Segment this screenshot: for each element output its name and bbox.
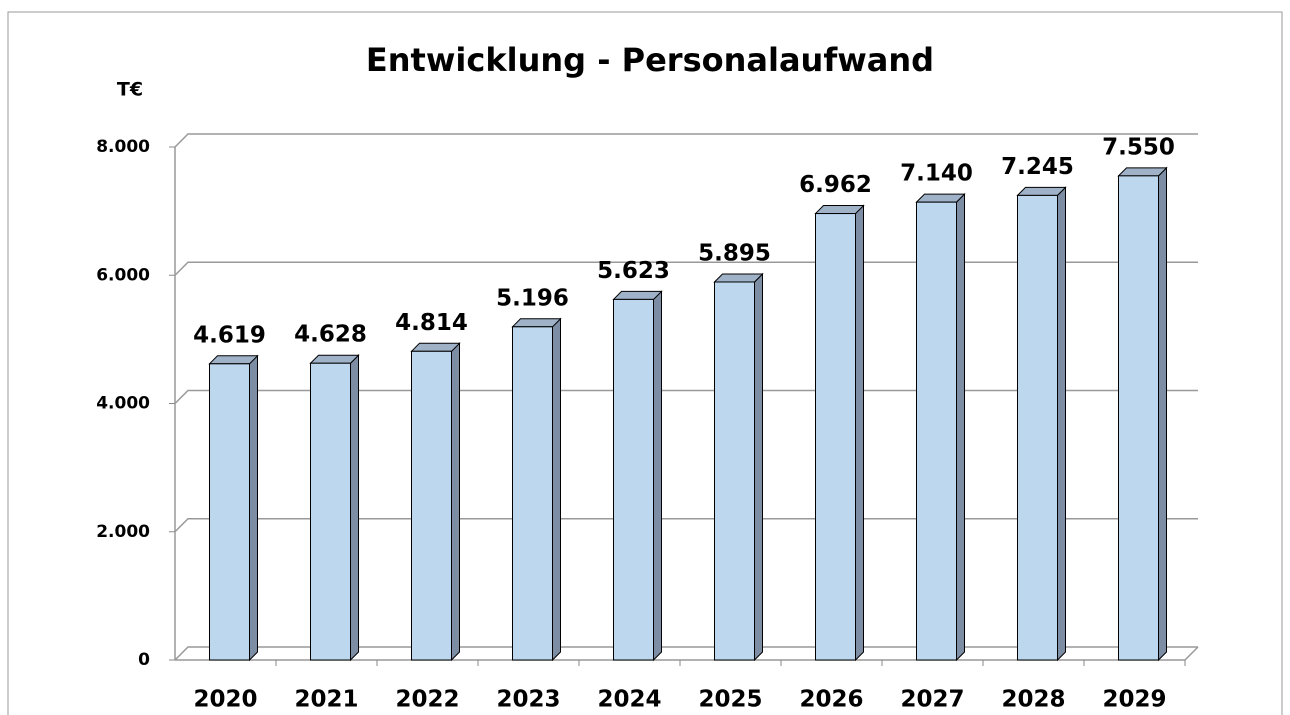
bar-side <box>653 290 662 662</box>
bar <box>411 350 452 661</box>
bar-top <box>814 205 865 215</box>
x-tick-label: 2025 <box>698 687 762 713</box>
value-label: 7.140 <box>900 161 973 187</box>
x-tick-label: 2026 <box>799 687 863 713</box>
chart-title: Entwicklung - Personalaufwand <box>366 41 934 79</box>
grid-line <box>174 133 1198 148</box>
value-label: 4.619 <box>193 322 266 348</box>
x-tick-label: 2024 <box>597 687 661 713</box>
y-tick-label: 0 <box>138 650 150 670</box>
value-label: 7.550 <box>1102 134 1175 160</box>
x-tick-label: 2021 <box>294 687 358 713</box>
bar <box>815 213 856 661</box>
x-tick-label: 2027 <box>900 687 964 713</box>
bar-top <box>1016 186 1067 196</box>
bar-top <box>309 354 360 364</box>
bar <box>310 362 351 661</box>
bar-side <box>754 272 763 662</box>
bar-top <box>915 193 966 203</box>
bar <box>1118 175 1159 661</box>
x-tick-label: 2020 <box>193 687 257 713</box>
x-tick-label: 2029 <box>1102 687 1166 713</box>
bar-side <box>855 204 864 662</box>
y-tick-label: 4.000 <box>96 394 150 414</box>
x-tick-label: 2023 <box>496 687 560 713</box>
y-tick-label: 2.000 <box>96 522 150 542</box>
value-label: 5.623 <box>597 258 670 284</box>
y-tick-label: 8.000 <box>96 137 150 157</box>
bar-top <box>208 355 259 365</box>
value-label: 4.628 <box>294 322 367 348</box>
bar-top <box>1117 167 1168 177</box>
bar <box>613 298 654 661</box>
bar-top <box>410 342 461 352</box>
x-tick-label: 2022 <box>395 687 459 713</box>
bar-side <box>249 354 258 662</box>
bar-side <box>451 342 460 662</box>
bar-top <box>612 290 663 300</box>
value-label: 5.196 <box>496 285 569 311</box>
value-label: 7.245 <box>1001 154 1074 180</box>
value-label: 4.814 <box>395 310 468 336</box>
bar-side <box>956 192 965 662</box>
y-tick-label: 6.000 <box>96 265 150 285</box>
bar <box>714 281 755 661</box>
value-label: 5.895 <box>698 240 771 266</box>
bar <box>916 201 957 661</box>
bar-side <box>350 354 359 662</box>
bar <box>209 363 250 661</box>
bar-top <box>713 273 764 283</box>
value-label: 6.962 <box>799 172 872 198</box>
chart-frame <box>7 11 1283 715</box>
bar-top <box>511 318 562 328</box>
bar-side <box>552 317 561 662</box>
x-tick-label: 2028 <box>1001 687 1065 713</box>
bar-side <box>1158 166 1167 662</box>
bar <box>512 326 553 661</box>
y-axis-label: T€ <box>117 79 143 101</box>
bar <box>1017 194 1058 661</box>
bar-side <box>1057 186 1066 662</box>
x-axis-depth <box>1184 646 1199 661</box>
